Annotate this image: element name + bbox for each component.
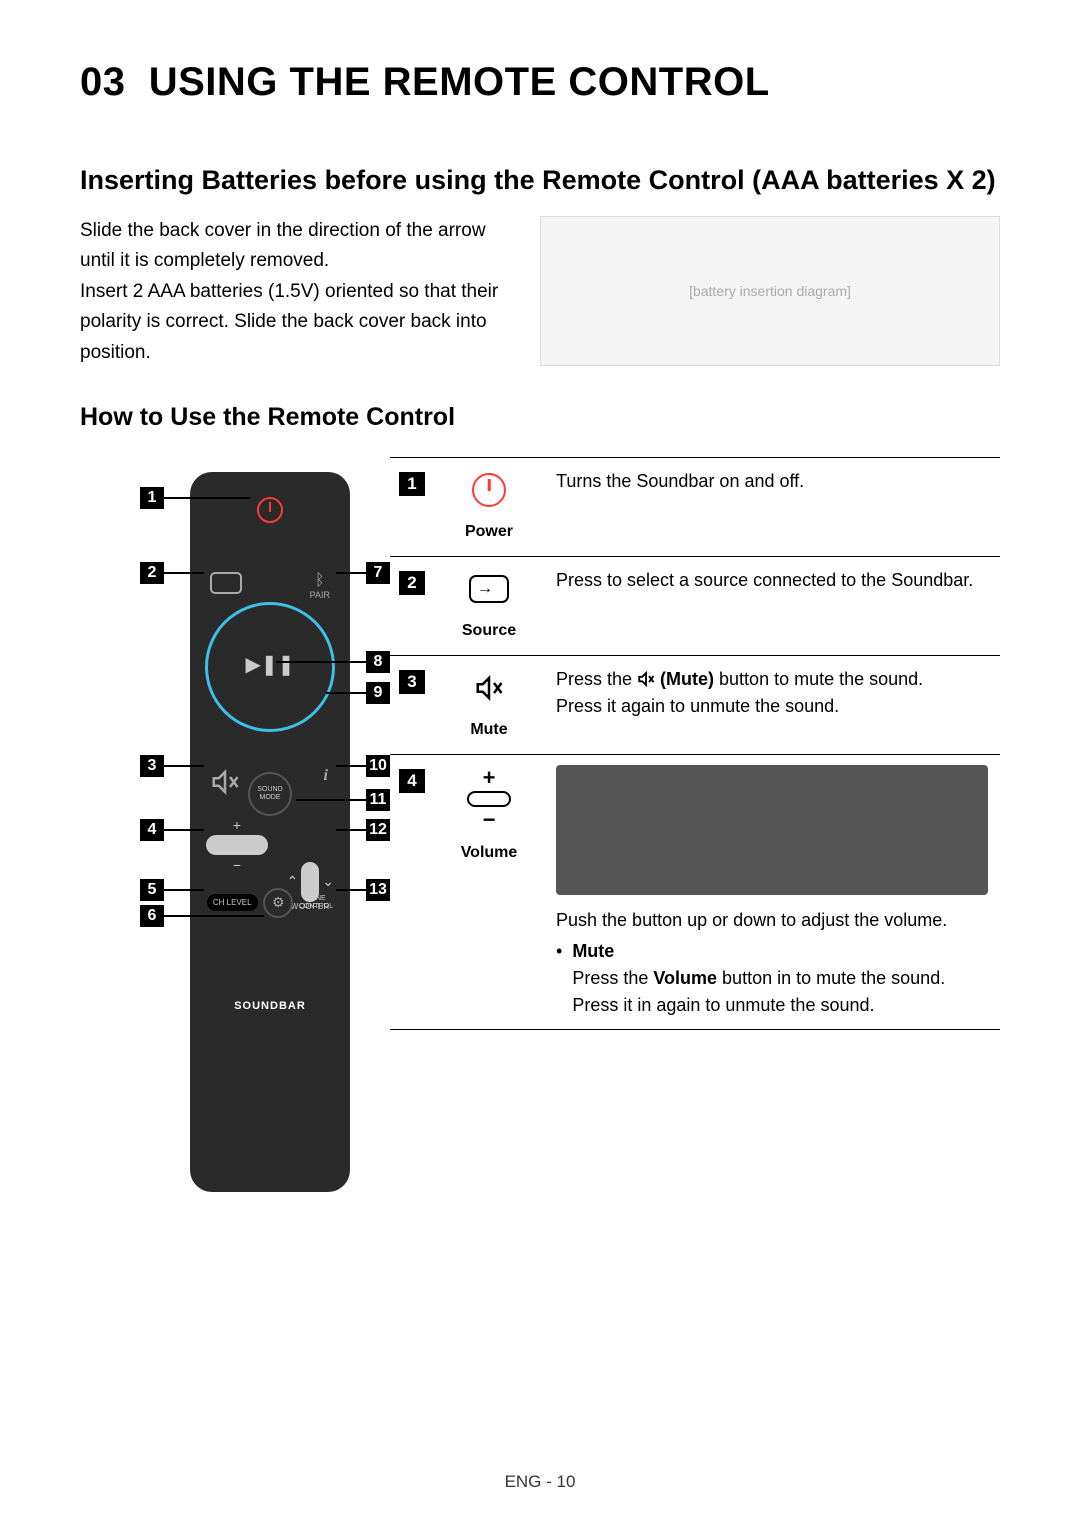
table-row: 4 + − Volume Push the button up or down … [390,754,1000,1029]
volume-bullet-pre: Press the [572,968,653,988]
remote-mute-icon [210,767,240,802]
callout-num-5: 5 [140,879,164,901]
remote-brand-label: SOUNDBAR [190,1000,350,1012]
remote-diagram: ᛒ PAIR ▶❚❚ i SOUND MODE + − ⌃⌄ WOOFER CH… [80,457,390,1197]
section1-title: Inserting Batteries before using the Rem… [80,165,1000,196]
remote-body: ᛒ PAIR ▶❚❚ i SOUND MODE + − ⌃⌄ WOOFER CH… [190,472,350,1192]
callout-6: 6 [140,905,264,927]
table-row: 3 Mute Press the (Mute) button to mute t… [390,655,1000,754]
mute-icon [210,767,240,797]
remote-source-button-graphic [210,572,242,594]
source-icon-box: Source [440,569,538,643]
volume-icon: + − [467,767,511,831]
callout-1: 1 [140,487,250,509]
gear-icon: ⚙ [263,888,293,918]
callout-4: 4 [140,819,204,841]
remote-volume-rocker: + − [206,817,268,873]
callout-num-7: 7 [366,562,390,584]
fn-num-1: 1 [399,472,425,496]
function-table: 1 Power Turns the Soundbar on and off. 2… [390,457,1000,1030]
callout-12: 12 [336,819,390,841]
callout-num-8: 8 [366,651,390,673]
table-row: 1 Power Turns the Soundbar on and off. [390,457,1000,556]
mute-desc-bold: (Mute) [655,669,714,689]
callout-8: 8 [276,651,390,673]
remote-power-button-graphic [257,497,283,523]
mute-desc-pre: Press the [556,669,637,689]
pair-label: PAIR [310,590,330,600]
volume-icon-box: + − Volume [440,767,538,865]
power-icon [472,473,506,507]
source-label: Source [462,619,516,643]
mute-icon [474,673,504,703]
page-footer: ENG - 10 [0,1472,1080,1492]
callout-2: 2 [140,562,204,584]
mute-inline-icon [637,670,655,688]
power-label: Power [465,520,513,544]
callout-5: 5 [140,879,204,901]
volume-bullet: • Mute Press the Volume button in to mut… [556,938,988,1019]
volume-desc: Push the button up or down to adjust the… [544,754,1000,1029]
chapter-title: 03 USING THE REMOTE CONTROL [80,60,1000,105]
volume-usage-image [556,765,988,895]
volume-bullet-bold: Volume [653,968,717,988]
source-icon [469,575,509,603]
callout-num-9: 9 [366,682,390,704]
callout-num-2: 2 [140,562,164,584]
callout-num-1: 1 [140,487,164,509]
mute-desc-post1: button to mute the sound. [714,669,923,689]
fn-num-4: 4 [399,769,425,793]
remote-soundmode-button: SOUND MODE [248,772,292,816]
callout-10: 10 [336,755,390,777]
callout-num-10: 10 [366,755,390,777]
callout-11: 11 [296,789,390,811]
battery-diagram-image: [battery insertion diagram] [540,216,1000,366]
fn-num-2: 2 [399,571,425,595]
callout-num-6: 6 [140,905,164,927]
power-icon-box: Power [440,470,538,544]
fn-num-3: 3 [399,670,425,694]
callout-num-13: 13 [366,879,390,901]
chapter-title-text: USING THE REMOTE CONTROL [149,60,770,104]
callout-7: 7 [336,562,390,584]
section2-title: How to Use the Remote Control [80,403,1000,432]
remote-section: ᛒ PAIR ▶❚❚ i SOUND MODE + − ⌃⌄ WOOFER CH… [80,457,1000,1197]
battery-text: Slide the back cover in the direction of… [80,216,510,368]
volume-bullet-title: Mute [572,941,614,961]
volume-desc-text: Push the button up or down to adjust the… [556,907,988,934]
mute-desc: Press the (Mute) button to mute the soun… [544,655,1000,754]
tone-control-label: TONE CONTROL [299,895,333,910]
remote-pair-button-graphic: ᛒ PAIR [310,572,330,600]
power-desc: Turns the Soundbar on and off. [544,457,1000,556]
chapter-number: 03 [80,60,126,104]
bullet-dot: • [556,938,562,1019]
battery-intro: Slide the back cover in the direction of… [80,216,1000,368]
callout-num-4: 4 [140,819,164,841]
mute-label: Mute [470,718,507,742]
source-desc: Press to select a source connected to th… [544,556,1000,655]
callout-13: 13 [336,879,390,901]
table-row: 2 Source Press to select a source connec… [390,556,1000,655]
mute-icon-box: Mute [440,668,538,742]
callout-9: 9 [326,682,390,704]
bluetooth-icon: ᛒ [310,572,330,590]
mute-desc-post2: Press it again to unmute the sound. [556,696,839,716]
remote-info-icon: i [324,767,328,785]
volume-label: Volume [461,841,518,865]
callout-num-12: 12 [366,819,390,841]
callout-3: 3 [140,755,204,777]
callout-num-11: 11 [366,789,390,811]
callout-num-3: 3 [140,755,164,777]
